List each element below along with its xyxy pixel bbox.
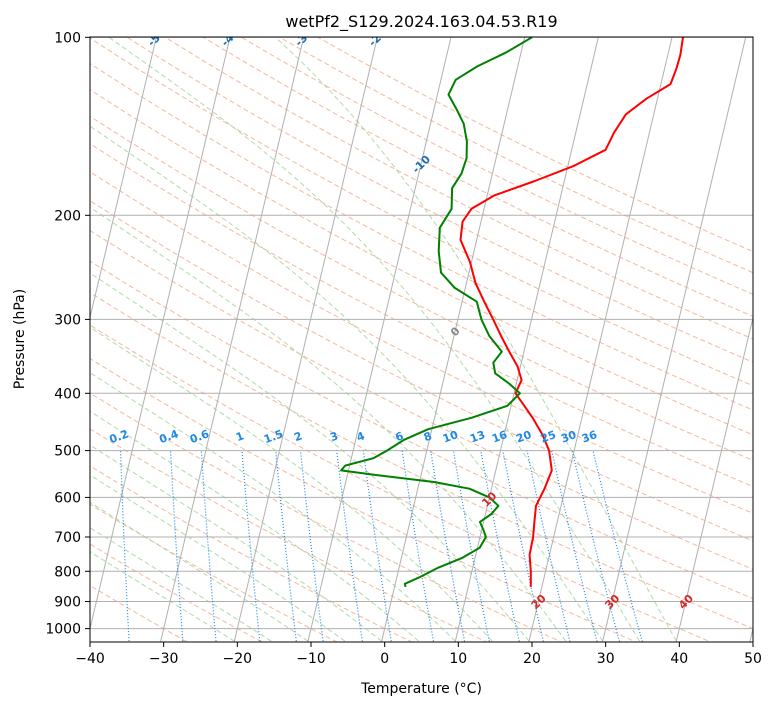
y-tick-label: 600 (54, 490, 81, 506)
chart-title: wetPf2_S129.2024.163.04.53.R19 (285, 12, 557, 32)
mixing-ratio-label: 20 (514, 428, 533, 446)
mixing-ratio-label: 0.6 (188, 427, 211, 446)
dry-adiabat (90, 392, 563, 642)
dry-adiabat (125, 37, 753, 363)
isotherm-label: -70 (0, 26, 21, 49)
moist-adiabat (90, 125, 604, 642)
isotherm-line (675, 315, 753, 642)
mixing-ratio-line (401, 450, 435, 642)
dry-adiabat (90, 357, 638, 642)
mixing-ratio-label: 8 (422, 429, 434, 444)
x-tick-label: −20 (223, 651, 253, 667)
y-tick-label: 200 (54, 208, 81, 224)
y-tick-label: 500 (54, 444, 81, 460)
moist-adiabat (90, 474, 346, 642)
mixing-ratio-label: 0.2 (108, 427, 131, 446)
y-axis-label: Pressure (hPa) (12, 289, 28, 389)
dry-adiabat (90, 115, 753, 461)
dry-adiabat (90, 37, 753, 387)
mixing-ratio-line (200, 450, 217, 642)
moist-adiabat (90, 206, 567, 642)
mixing-ratio-label: 1 (234, 429, 246, 444)
dry-adiabat (90, 171, 753, 514)
dry-adiabat (90, 428, 488, 642)
mixing-ratio-line (275, 450, 298, 642)
dry-adiabat (90, 229, 753, 570)
y-tick-label: 300 (54, 312, 81, 328)
dry-adiabat (90, 503, 338, 642)
mixing-ratio-line (336, 450, 364, 642)
x-tick-label: −40 (75, 651, 105, 667)
mixing-ratio-label: 16 (490, 428, 509, 446)
mixing-ratio-label: 10 (441, 428, 460, 446)
x-tick-label: 0 (380, 651, 389, 667)
x-tick-label: 20 (523, 651, 541, 667)
background-lines (0, 24, 753, 653)
axes: −40 −30 −20 −10 0 10 20 30 40 5010020030040050060… (45, 30, 762, 667)
isotherm-line (601, 37, 747, 642)
mixing-ratio-label: 1.5 (262, 427, 285, 446)
dewpoint-profile (340, 37, 533, 588)
mixing-ratio-label: 3 (328, 429, 340, 444)
isotherm-line (307, 37, 452, 642)
x-tick-label: 50 (744, 651, 762, 667)
moist-adiabat (90, 272, 530, 642)
mixing-ratio-label: 6 (394, 429, 406, 444)
mixing-ratio-label: 4 (355, 429, 367, 444)
mixing-ratio-line (299, 450, 324, 642)
profile-lines (340, 37, 684, 588)
isotherm-line (0, 24, 12, 653)
dry-adiabat (90, 324, 712, 642)
plot-area (90, 37, 753, 642)
y-tick-label: 700 (54, 530, 81, 546)
mixing-ratio-line (119, 450, 130, 642)
isotherm-line (90, 37, 157, 320)
mixing-ratio-label: 0.4 (157, 427, 180, 446)
mixing-ratio-label: 30 (559, 428, 578, 446)
dry-adiabat (90, 88, 753, 436)
x-tick-label: 10 (449, 651, 467, 667)
plot-frame (89, 36, 754, 643)
mixing-ratio-label: 13 (468, 428, 487, 445)
mixing-ratio-label: 2 (292, 429, 304, 444)
mixing-ratio-line (241, 450, 261, 642)
isotherm-line (233, 37, 378, 642)
moist-adiabat (90, 410, 419, 642)
moist-adiabat (108, 37, 640, 642)
mixing-ratio-line (551, 450, 598, 642)
dry-adiabat (90, 143, 753, 488)
dry-adiabat (90, 62, 753, 411)
mixing-ratio-label: 36 (580, 428, 599, 446)
mixing-ratio-label: 25 (539, 428, 558, 445)
isotherm-line (159, 37, 305, 642)
moist-adiabat (90, 444, 383, 642)
x-tick-label: −30 (149, 651, 179, 667)
moist-adiabat (90, 326, 493, 642)
mixing-ratio-line (526, 450, 571, 642)
isotherm-line (380, 37, 526, 642)
moist-adiabat (275, 37, 677, 642)
dry-adiabat (90, 200, 753, 542)
y-tick-label: 900 (54, 595, 81, 611)
x-tick-label: 30 (597, 651, 615, 667)
isotherm-line (528, 37, 673, 642)
y-tick-label: 400 (54, 386, 81, 402)
x-axis-label: Temperature (°C) (360, 681, 482, 697)
mixing-ratio-line (592, 450, 644, 642)
isotherm-line (90, 37, 231, 631)
y-tick-label: 800 (54, 564, 81, 580)
x-tick-label: 40 (670, 651, 688, 667)
mixing-ratio-line (502, 450, 545, 642)
mixing-ratio-line (362, 450, 392, 642)
dry-adiabat (90, 543, 264, 642)
y-tick-label: 100 (54, 30, 81, 46)
y-tick-label: 1000 (45, 622, 81, 638)
dry-adiabat (90, 291, 753, 630)
x-tick-label: −10 (296, 651, 326, 667)
mixing-ratio-line (430, 450, 466, 642)
mixing-ratio-line (169, 450, 184, 642)
temperature-profile (459, 37, 684, 587)
mixing-ratio-line (571, 450, 621, 642)
